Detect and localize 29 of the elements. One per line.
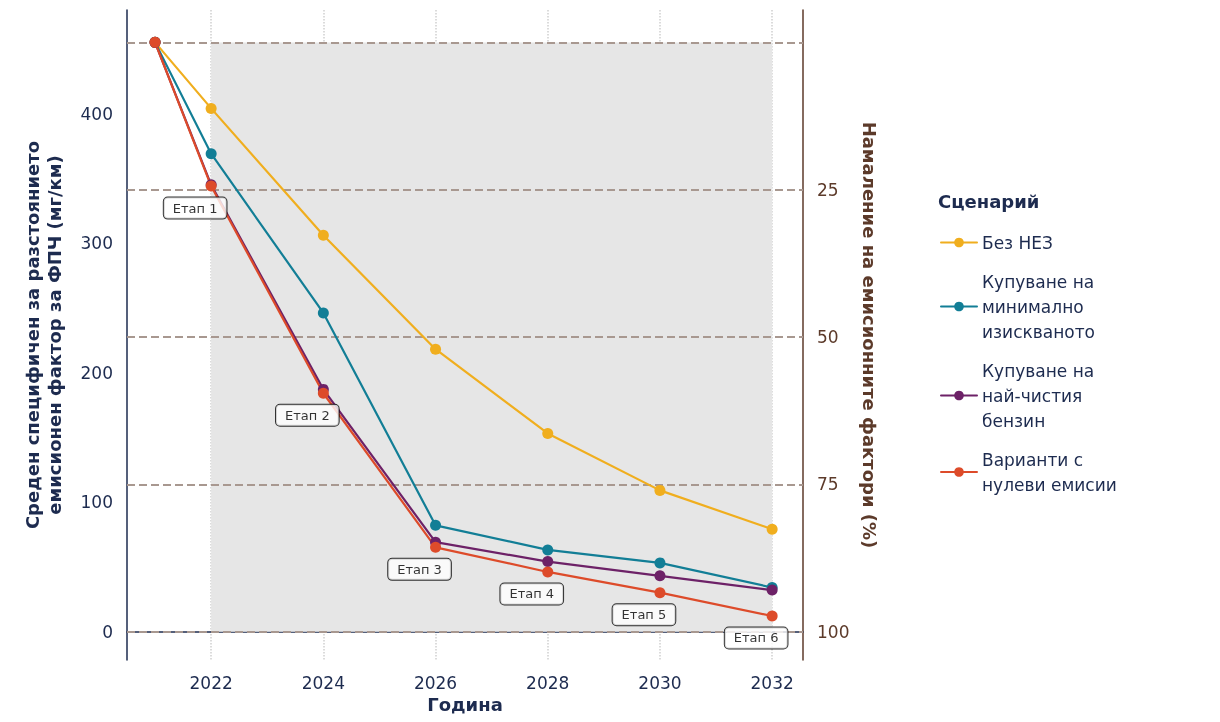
legend-label: Купуване на най-чистия бензин <box>982 360 1100 431</box>
annotation: Етап 4 <box>509 586 555 602</box>
x-tick-label: 2022 <box>189 672 233 693</box>
y2-axis-title: Намаление на емисионните фактори (%) <box>858 121 880 549</box>
y-tick-label: 400 <box>80 103 113 124</box>
x-tick-label: 2024 <box>301 672 345 693</box>
legend-label: Купуване на минимално изискваното <box>982 271 1100 342</box>
x-tick-label: 2032 <box>750 672 794 693</box>
legend-title: Сценарий <box>938 190 1040 212</box>
y2-tick-label: 100 <box>817 621 850 642</box>
legend-label: Без НЕЗ <box>982 232 1053 253</box>
annotation: Етап 2 <box>285 407 330 423</box>
x-tick-label: 2028 <box>526 672 570 693</box>
legend-label: Варианти с нулеви емисии <box>982 449 1117 495</box>
x-tick-label: 2026 <box>413 672 458 693</box>
y-tick-label: 0 <box>102 621 113 642</box>
annotation: Етап 6 <box>733 630 779 646</box>
annotation: Етап 5 <box>621 607 667 623</box>
y2-tick-label: 50 <box>817 327 839 348</box>
y-tick-label: 100 <box>80 492 113 513</box>
y-axis-title: Среден специфичен за разстоянието емисионен фактор за ФПЧ (мг/км) <box>21 140 65 530</box>
annotation: Етап 3 <box>397 561 442 577</box>
y2-tick-label: 75 <box>817 474 839 495</box>
x-tick-label: 2030 <box>638 672 682 693</box>
x-axis-title: Година <box>427 694 503 716</box>
y2-tick-label: 25 <box>817 179 839 200</box>
annotation: Етап 1 <box>172 200 218 216</box>
y-tick-label: 200 <box>80 362 113 383</box>
y-tick-label: 300 <box>80 233 113 254</box>
